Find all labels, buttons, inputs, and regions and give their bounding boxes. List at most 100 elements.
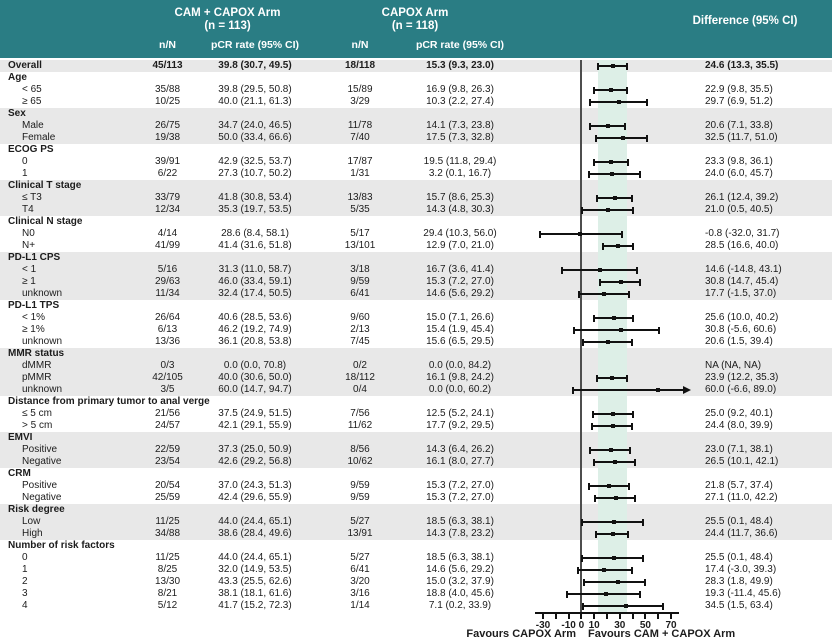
row-label: Distance from primary tumor to anal verg… [8, 396, 210, 407]
arm1-pcr-cell [195, 300, 315, 312]
arm1-pcr-cell: 37.0 (24.3, 51.3) [218, 480, 292, 491]
difference-cell: 30.8 (-5.6, 60.6) [705, 324, 777, 335]
arm2-nN-cell: 5/27 [350, 552, 370, 563]
difference-cell [695, 216, 832, 228]
row-label: < 65 [22, 84, 42, 95]
arm2-pcr-cell: 14.1 (7.3, 23.8) [426, 120, 494, 131]
arm1-nN-cell: 39/91 [154, 156, 181, 167]
arm1-pcr-cell: 27.3 (10.7, 50.2) [218, 168, 292, 179]
plot-cell [515, 372, 695, 384]
arm1-pcr-cell: 32.4 (17.4, 50.5) [218, 288, 292, 299]
plot-cell [515, 84, 695, 96]
axis-tick [593, 614, 596, 619]
arm2-pcr-cell: 15.6 (6.5, 29.5) [426, 336, 494, 347]
arm2-header: CAPOX Arm (n = 118) [315, 7, 515, 33]
plot-cell [515, 96, 695, 108]
arm2-nN-cell: 13/101 [344, 240, 376, 251]
col-header-pcr-arm2: pCR rate (95% CI) [415, 39, 505, 51]
arm1-pcr-cell [195, 108, 315, 120]
axis-tick [618, 614, 621, 619]
arm2-nN-cell: 13/91 [347, 528, 373, 539]
arm1-nN-cell: 13/30 [154, 576, 181, 587]
plot-cell [515, 516, 695, 528]
difference-cell [695, 144, 832, 156]
arm2-pcr-cell: 15.3 (7.2, 27.0) [426, 276, 494, 287]
plot-cell [515, 348, 695, 360]
subgroup-header-row: Age [0, 72, 832, 84]
arm1-pcr-cell: 41.7 (15.2, 72.3) [218, 600, 292, 611]
plot-cell [515, 300, 695, 312]
arm2-pcr-cell: 15.3 (7.2, 27.0) [426, 492, 494, 503]
difference-cell: 25.5 (0.1, 48.4) [705, 552, 773, 563]
difference-cell: NA (NA, NA) [705, 360, 762, 371]
plot-cell [515, 504, 695, 516]
arm2-nN-cell: 7/45 [350, 336, 370, 347]
arm2-nN-cell: 3/29 [350, 96, 370, 107]
arm2-pcr-cell: 15.3 (7.2, 27.0) [426, 480, 494, 491]
difference-cell: 29.7 (6.9, 51.2) [705, 96, 773, 107]
plot-cell [515, 168, 695, 180]
difference-cell: 28.3 (1.8, 49.9) [705, 576, 773, 587]
arm1-nN-cell: 33/79 [154, 192, 181, 203]
arm2-nN-cell [315, 108, 405, 120]
arm2-nN-cell [315, 468, 405, 480]
plot-cell [515, 408, 695, 420]
arm1-nN-cell: 20/54 [154, 480, 181, 491]
arm1-nN-cell [140, 252, 195, 264]
arm1-pcr-cell: 44.0 (24.4, 65.1) [218, 552, 292, 563]
arm1-nN-cell: 19/38 [154, 132, 181, 143]
arm1-nN-cell: 11/25 [155, 516, 180, 527]
arm2-nN-cell: 11/62 [347, 420, 373, 431]
arm1-nN-cell [140, 468, 195, 480]
arm2-pcr-cell: 15.4 (1.9, 45.4) [426, 324, 494, 335]
difference-cell [695, 72, 832, 84]
arm2-pcr-cell [405, 348, 515, 360]
axis-tick [554, 614, 557, 619]
axis-tick [580, 614, 583, 619]
arm2-pcr-cell: 17.7 (9.2, 29.5) [426, 420, 494, 431]
arm1-nN-cell: 42/105 [152, 372, 183, 383]
forest-table-row: unknown 13/36 36.1 (20.8, 53.8) 7/45 15.6 (6… [0, 336, 832, 348]
arm1-pcr-cell: 40.6 (28.5, 53.6) [218, 312, 292, 323]
arm2-nN-cell: 5/27 [350, 516, 370, 527]
arm2-pcr-cell [405, 396, 515, 408]
arm2-nN-cell: 9/60 [350, 312, 370, 323]
arm1-nN-cell: 13/36 [154, 336, 181, 347]
subgroup-header-row: PD-L1 TPS [0, 300, 832, 312]
row-label: PD-L1 TPS [8, 300, 60, 311]
plot-cell [515, 288, 695, 300]
plot-cell [515, 336, 695, 348]
arm1-pcr-cell: 31.3 (11.0, 58.7) [218, 264, 292, 275]
arm2-pcr-cell [405, 108, 515, 120]
favours-right-label: Favours CAM + CAPOX Arm [588, 628, 736, 640]
favours-left-label: Favours CAPOX Arm [466, 628, 576, 640]
arm1-nN-cell: 4/14 [157, 228, 178, 239]
arm1-nN-cell: 8/25 [157, 564, 178, 575]
arm1-pcr-cell: 44.0 (24.4, 65.1) [218, 516, 292, 527]
col-header-nN-arm2: n/N [351, 39, 369, 51]
arm2-pcr-cell [405, 252, 515, 264]
subgroup-header-row: Clinical N stage [0, 216, 832, 228]
row-label: ≥ 1 [22, 276, 36, 287]
plot-cell [515, 192, 695, 204]
row-label: < 1% [22, 312, 46, 323]
arm1-sample-size: (n = 113) [204, 20, 251, 32]
arm1-nN-cell [140, 72, 195, 84]
arm1-pcr-cell [195, 72, 315, 84]
row-label: ≤ 5 cm [22, 408, 52, 419]
arm1-pcr-cell [195, 504, 315, 516]
plot-cell [515, 240, 695, 252]
difference-cell [695, 180, 832, 192]
arm2-pcr-cell: 7.1 (0.2, 33.9) [428, 600, 492, 611]
arm1-pcr-cell [195, 432, 315, 444]
arm1-pcr-cell: 36.1 (20.8, 53.8) [218, 336, 292, 347]
arm2-nN-cell: 7/56 [350, 408, 370, 419]
plot-cell [515, 360, 695, 372]
arm1-pcr-cell: 35.3 (19.7, 53.5) [218, 204, 292, 215]
row-label: pMMR [22, 372, 52, 383]
axis-favours-labels: Favours CAPOX Arm Favours CAM + CAPOX Ar… [0, 628, 832, 644]
arm2-nN-cell: 2/13 [350, 324, 370, 335]
forest-table-row: Male 26/75 34.7 (24.0, 46.5) 11/78 14.1 (7.3… [0, 120, 832, 132]
plot-cell [515, 180, 695, 192]
forest-table-row: Positive 20/54 37.0 (24.3, 51.3) 9/59 15.3 (… [0, 480, 832, 492]
